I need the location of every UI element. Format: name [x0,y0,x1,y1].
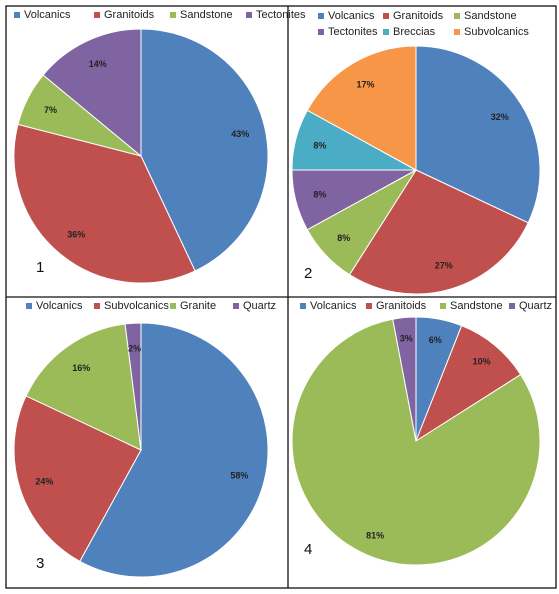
legend-swatch-sandstone [440,303,446,309]
pie-slice-granitoids [348,169,529,295]
slice-value-label-granitoids: 36% [67,229,85,239]
panel-frames [5,5,557,589]
legend-label-quartz: Quartz [243,300,276,312]
legend-swatch-quartz [233,303,239,309]
legend-label-sandstone: Sandstone [180,9,233,21]
legend-label-granite: Granite [180,300,216,312]
pie-slice-sandstone [291,318,541,566]
slice-value-label-sandstone: 8% [337,233,350,243]
pie-slice-subvolcanics [13,395,142,562]
legend-swatch-granite [170,303,176,309]
pie-slice-granitoids [414,325,522,443]
legend-swatch-granitoids [94,12,100,18]
slice-value-label-granite: 16% [72,363,90,373]
slice-value-label-tectonites: 8% [313,190,326,200]
legend-swatch-breccias [383,29,389,35]
panel-number-1: 1 [36,259,44,276]
legend-label-tectonites: Tectonites [328,26,378,38]
pie-slice-volcanics [415,45,541,224]
pie-slice-tectonites [42,28,142,158]
legend-swatch-quartz [509,303,515,309]
legend-label-granitoids: Granitoids [376,300,427,312]
pie-panels: Volcanics Granitoids Sandstone Tectonites43… [13,9,552,578]
slice-value-label-granitoids: 10% [473,357,491,367]
slice-value-label-quartz: 3% [400,334,413,344]
pie-slice-subvolcanics [306,45,417,171]
legend-label-volcanics: Volcanics [36,300,83,312]
legend-label-granitoids: Granitoids [104,9,155,21]
legend-swatch-granitoids [366,303,372,309]
legend-swatch-subvolcanics [454,29,460,35]
legend-label-quartz: Quartz [519,300,552,312]
pie-panel-2: Volcanics Granitoids Sandstone Tectonites Br… [291,10,541,295]
pie-panel-3: Volcanics Subvolcanics Granite Quartz 58% 24%… [13,300,276,578]
legend-label-tectonites: Tectonites [256,9,306,21]
slice-value-label-volcanics: 32% [491,112,509,122]
legend-swatch-volcanics [14,12,20,18]
legend-label-volcanics: Volcanics [24,9,71,21]
panel-number-2: 2 [304,265,312,282]
slice-value-label-tectonites: 14% [89,59,107,69]
slice-value-label-subvolcanics: 24% [35,476,53,486]
legend-label-subvolcanics: Subvolcanics [104,300,169,312]
pie-slice-granite [25,323,142,451]
slice-value-label-sandstone: 7% [44,105,57,115]
pie-slice-volcanics [79,322,269,578]
legend-swatch-granitoids [383,13,389,19]
slice-value-label-volcanics: 43% [231,129,249,139]
pie-slice-volcanics [140,28,269,272]
pie-slice-quartz [392,316,417,442]
legend-swatch-sandstone [170,12,176,18]
pie-panel-4: Volcanics Granitoids Sandstone Quartz 6% 10% 8… [291,300,552,566]
legend-label-sandstone: Sandstone [450,300,503,312]
slice-value-label-quartz: 2% [128,344,141,354]
pie-slice-granitoids [13,123,196,284]
legend-swatch-volcanics [300,303,306,309]
slice-value-label-breccias: 8% [313,140,326,150]
legend-label-sandstone: Sandstone [464,10,517,22]
slice-value-label-subvolcanics: 17% [356,80,374,90]
slice-value-label-volcanics: 6% [429,335,442,345]
legend-swatch-tectonites [246,12,252,18]
legend-label-breccias: Breccias [393,26,436,38]
pie-slice-quartz [124,322,142,451]
legend-label-volcanics: Volcanics [310,300,357,312]
legend-swatch-sandstone [454,13,460,19]
legend-label-granitoids: Granitoids [393,10,444,22]
legend-label-subvolcanics: Subvolcanics [464,26,529,38]
panel-number-3: 3 [36,555,44,572]
pie-panel-1: Volcanics Granitoids Sandstone Tectonites 43… [13,9,306,284]
slice-value-label-granitoids: 27% [435,260,453,270]
legend-swatch-volcanics [318,13,324,19]
slice-value-label-volcanics: 58% [230,470,248,480]
legend-swatch-tectonites [318,29,324,35]
legend-swatch-subvolcanics [94,303,100,309]
panel-number-4: 4 [304,541,312,558]
slice-value-label-sandstone: 81% [366,531,384,541]
legend-label-volcanics: Volcanics [328,10,375,22]
legend-swatch-volcanics [26,303,32,309]
